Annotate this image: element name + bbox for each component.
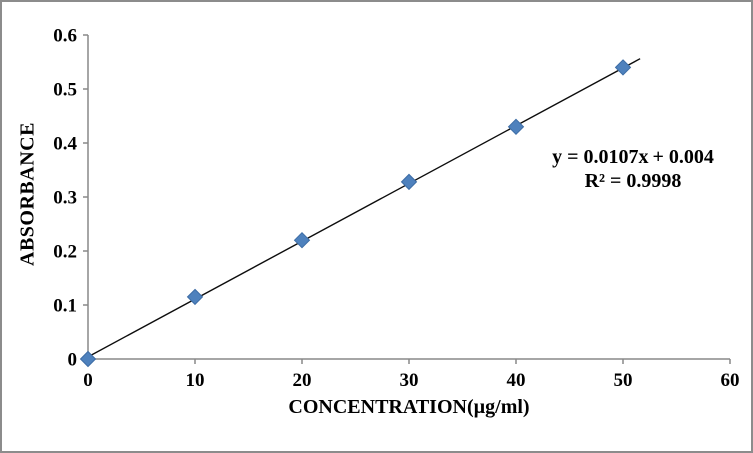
- x-tick-label: 10: [186, 370, 205, 391]
- data-point-marker: [400, 173, 418, 191]
- x-axis-title: CONCENTRATION(µg/ml): [288, 396, 530, 418]
- data-point-marker: [507, 118, 525, 136]
- y-tick-label: 0.5: [53, 80, 77, 101]
- x-tick-label: 0: [83, 370, 93, 391]
- y-tick-label: 0: [68, 350, 78, 371]
- trendline-equation-text: y = 0.0107x + 0.004: [552, 146, 714, 168]
- y-axis-title: ABSORBANCE: [16, 122, 39, 266]
- y-tick-label: 0.1: [53, 296, 77, 317]
- y-tick-label: 0.3: [53, 188, 77, 209]
- data-point-marker: [79, 350, 97, 368]
- x-tick-label: 50: [614, 370, 633, 391]
- y-tick-label: 0.6: [53, 26, 77, 47]
- x-tick-label: 20: [293, 370, 312, 391]
- x-tick-label: 40: [507, 370, 526, 391]
- r-squared-text: R² = 0.9998: [584, 170, 682, 192]
- trendline-annotation: y = 0.0107x + 0.004 R² = 0.9998: [503, 145, 751, 193]
- trendline: [87, 58, 641, 358]
- data-point-marker: [186, 288, 204, 306]
- y-tick-label: 0.2: [53, 242, 77, 263]
- x-tick-label: 60: [721, 370, 740, 391]
- x-tick-label: 30: [400, 370, 419, 391]
- data-point-marker: [293, 231, 311, 249]
- y-tick-label: 0.4: [53, 134, 77, 155]
- data-point-marker: [614, 59, 632, 76]
